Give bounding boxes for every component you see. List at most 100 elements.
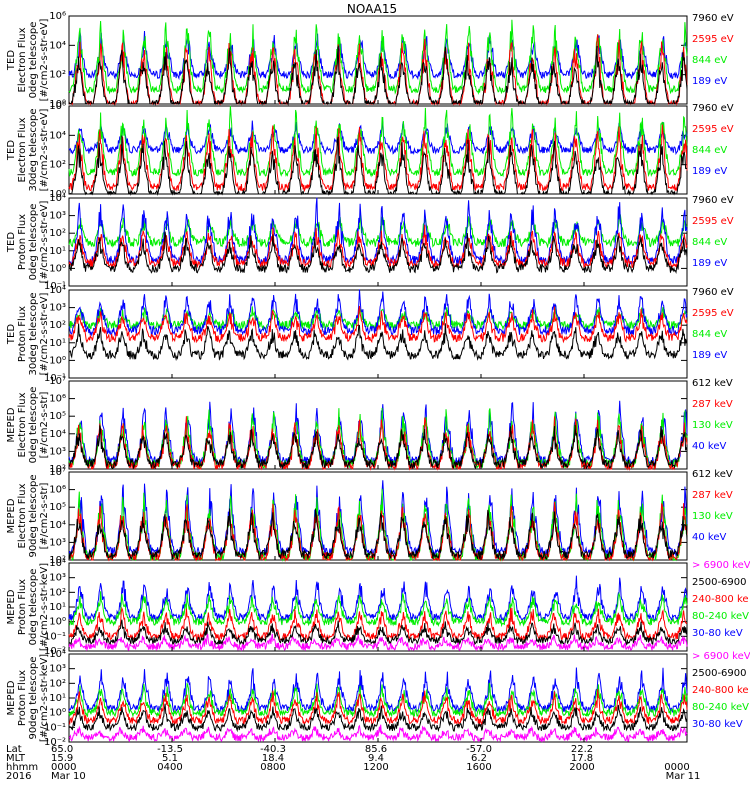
legend-entry: 7960 eV	[692, 287, 734, 298]
y-axis-label-line: Electron Flux	[17, 117, 28, 182]
y-axis-label-line: [#/cm2-s-str-eV]	[39, 201, 50, 284]
y-axis-label-line: MEPED	[6, 407, 17, 442]
y-tick-label: 10²	[49, 678, 66, 689]
y-tick-label: 10⁴	[49, 193, 66, 204]
y-axis-label-line: MEPED	[6, 498, 17, 533]
y-tick-label: 10¹	[49, 338, 66, 349]
series-line-240-800-ke	[68, 606, 688, 642]
legend-entry: 80-240 keV	[692, 611, 749, 622]
x-hhmm-value: 1600	[466, 762, 491, 773]
x-row-label: Lat	[6, 744, 22, 755]
y-tick-label: 10⁶	[49, 394, 66, 405]
y-axis-label: TEDElectron Flux0deg telescope[#/cm2-s-s…	[6, 19, 50, 102]
legend-entry: 7960 eV	[692, 103, 734, 114]
y-axis-label-line: 0deg telescope	[28, 387, 39, 464]
y-tick-label: 10⁶	[49, 485, 66, 496]
series-line-30-80-kev	[68, 667, 688, 714]
y-tick-label: 10⁴	[49, 285, 66, 296]
series-line-7960-ev	[68, 231, 688, 275]
y-axis-label-line: [#/cm2-s-str-keV]	[39, 654, 50, 742]
x-lat-value: -40.3	[260, 744, 286, 755]
chart-title: NOAA15	[347, 2, 397, 16]
y-tick-label: 10³	[49, 446, 66, 457]
legend-entry: 612 keV	[692, 378, 733, 389]
x-mlt-value: 17.8	[571, 753, 593, 764]
x-row-label: 2016	[6, 771, 31, 782]
legend-entry: 30-80 keV	[692, 719, 743, 730]
y-tick-label: 10²	[49, 70, 66, 81]
y-tick-label: 10⁵	[49, 502, 66, 513]
y-tick-label: 10⁻²	[44, 646, 66, 657]
y-tick-label: 10³	[49, 537, 66, 548]
y-axis-label: TEDElectron Flux30deg telescope[#/cm2-s-…	[6, 108, 50, 191]
y-tick-label: 10²	[49, 587, 66, 598]
legend-entry: 844 eV	[692, 237, 727, 248]
y-tick-label: 10²	[49, 464, 66, 475]
y-axis-label-line: MEPED	[6, 589, 17, 624]
legend-entry: 40 keV	[692, 532, 726, 543]
series-line-189-ev	[68, 289, 688, 337]
series-line-612-kev	[68, 424, 688, 470]
legend-entry: 130 keV	[692, 420, 733, 431]
y-tick-label: 10⁴	[49, 649, 66, 660]
y-tick-label: 10⁰	[49, 617, 66, 628]
y-axis-label-line: TED	[6, 232, 17, 253]
y-tick-label: 10⁻¹	[44, 373, 66, 384]
y-tick-label: 10⁻¹	[44, 631, 66, 642]
y-axis-label: MEPEDProton Flux0deg telescope[#/cm2-s-s…	[6, 563, 50, 651]
y-tick-label: 10⁻²	[44, 737, 66, 748]
series-line-80-240-kev	[68, 591, 688, 628]
series-line-2595-ev	[68, 306, 688, 344]
y-axis-label-line: 30deg telescope	[28, 292, 39, 375]
legend-entry: > 6900 keV	[692, 560, 750, 571]
y-axis-label-line: 0deg telescope	[28, 204, 39, 281]
y-axis-label-line: [#/cm2-s-str-eV]	[39, 293, 50, 376]
x-hhmm-value: 0400	[157, 762, 182, 773]
y-axis-label-line: Proton Flux	[17, 670, 28, 726]
panel-frame	[68, 562, 688, 652]
legend-entry: 130 keV	[692, 511, 733, 522]
y-tick-label: 10¹	[49, 246, 66, 257]
y-tick-label: 10²	[49, 228, 66, 239]
y-axis-label-line: Electron Flux	[17, 483, 28, 548]
y-tick-label: 10³	[49, 303, 66, 314]
legend-entry: 287 keV	[692, 490, 733, 501]
series-line-80-240-kev	[68, 682, 688, 718]
y-tick-label: 10⁻¹	[44, 281, 66, 292]
x-mlt-value: 5.1	[162, 753, 178, 764]
y-axis-label-line: [#/cm2-s-str]	[39, 391, 50, 458]
y-axis-label-line: Proton Flux	[17, 306, 28, 362]
y-tick-label: 10³	[49, 664, 66, 675]
x-mlt-value: 15.9	[51, 753, 73, 764]
legend-entry: 30-80 keV	[692, 628, 743, 639]
x-mlt-value: 6.2	[471, 753, 487, 764]
y-tick-label: 10⁴	[49, 558, 66, 569]
y-tick-label: 10⁰	[49, 263, 66, 274]
legend-entry: 2500-6900	[692, 668, 747, 679]
y-axis-label-line: [#/cm2-s-str-eV]	[39, 19, 50, 102]
y-tick-label: 10⁴	[49, 130, 66, 141]
legend-entry: 2595 eV	[692, 308, 734, 319]
y-tick-label: 10⁴	[49, 429, 66, 440]
series-line-844-ev	[68, 105, 688, 178]
y-axis-label: MEPEDElectron Flux0deg telescope[#/cm2-s…	[6, 387, 50, 464]
series-line-130-kev	[68, 407, 688, 470]
x-mlt-value: 18.4	[262, 753, 284, 764]
y-axis-label: MEPEDElectron Flux90deg telescope[#/cm2-…	[6, 474, 50, 557]
y-axis-label-line: TED	[6, 140, 17, 161]
legend-entry: 240-800 ke	[692, 594, 749, 605]
y-axis-label: TEDProton Flux0deg telescope[#/cm2-s-str…	[6, 201, 50, 284]
legend-entry: 7960 eV	[692, 195, 734, 206]
x-mlt-value: 9.4	[368, 753, 384, 764]
legend-entry: 2500-6900	[692, 577, 747, 588]
series-line-189-ev	[68, 120, 688, 156]
legend-entry: 2595 eV	[692, 216, 734, 227]
series-line-844-ev	[68, 213, 688, 249]
y-tick-label: 10²	[49, 555, 66, 566]
